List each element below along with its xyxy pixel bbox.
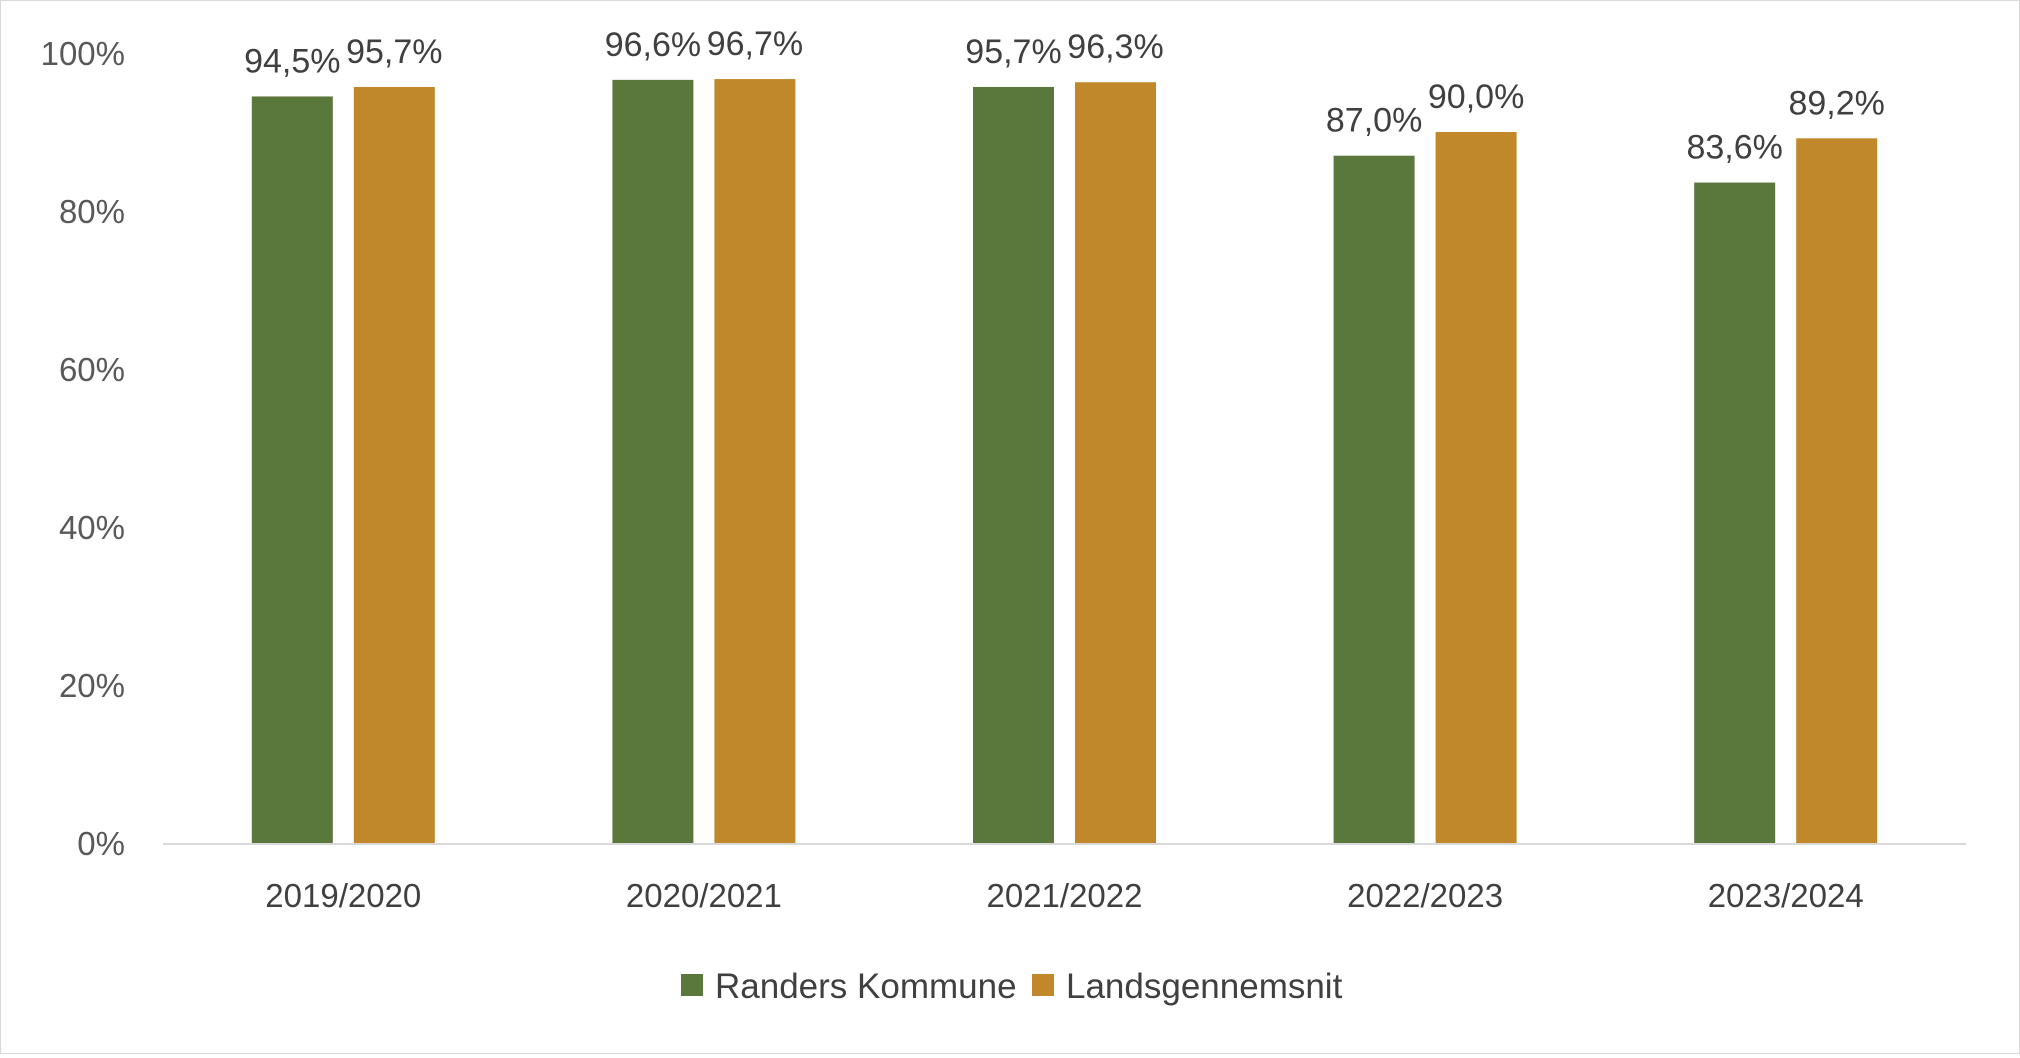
x-category-label: 2023/2024 xyxy=(1708,877,1864,914)
bar-randers-kommune xyxy=(1694,182,1776,843)
bar-randers-kommune xyxy=(251,96,333,843)
legend-swatch xyxy=(1032,974,1054,996)
bar-landsgennemsnit xyxy=(353,86,435,844)
bar-randers-kommune xyxy=(1333,155,1415,843)
bar-landsgennemsnit xyxy=(1796,138,1878,843)
bar-randers-kommune xyxy=(973,86,1054,844)
data-label: 95,7% xyxy=(965,33,1061,71)
x-axis-category-labels: 2019/2020 2020/2021 2021/2022 2022/2023 2023… xyxy=(265,877,1863,914)
data-label: 96,3% xyxy=(1067,28,1163,66)
y-axis-tick-labels: 0% 20% 40% 60% 80% 100% xyxy=(41,35,125,862)
bar-landsgennemsnit xyxy=(1075,82,1156,844)
y-tick-label: 60% xyxy=(59,351,125,388)
y-tick-label: 100% xyxy=(41,35,125,72)
bar-landsgennemsnit xyxy=(1435,132,1517,843)
bar-landsgennemsnit xyxy=(714,79,796,843)
y-tick-label: 40% xyxy=(59,509,125,546)
data-label: 87,0% xyxy=(1326,102,1422,140)
data-label: 89,2% xyxy=(1788,84,1884,122)
data-label: 90,0% xyxy=(1428,78,1524,116)
legend-label: Landsgennemsnit xyxy=(1066,967,1343,1006)
data-label: 96,6% xyxy=(605,26,701,64)
data-label: 96,7% xyxy=(707,25,803,63)
x-category-label: 2020/2021 xyxy=(626,877,782,914)
y-tick-label: 20% xyxy=(59,667,125,704)
legend-swatch xyxy=(681,974,703,996)
data-labels: 94,5% 95,7% 96,6% 96,7% 95,7% 96,3%87,0%90,0%… xyxy=(244,25,1885,166)
data-label: 83,6% xyxy=(1686,129,1782,167)
y-tick-label: 0% xyxy=(77,825,125,862)
x-category-label: 2021/2022 xyxy=(987,877,1143,914)
data-label: 95,7% xyxy=(346,33,442,71)
x-category-label: 2022/2023 xyxy=(1347,877,1503,914)
legend-label: Randers Kommune xyxy=(715,967,1017,1006)
legend: Randers Kommune Landsgennemsnit xyxy=(681,967,1343,1006)
x-category-label: 2019/2020 xyxy=(265,877,421,914)
data-label: 94,5% xyxy=(244,42,340,80)
y-tick-label: 80% xyxy=(59,193,125,230)
bar-randers-kommune xyxy=(612,79,694,844)
bar-marks xyxy=(251,79,1878,844)
